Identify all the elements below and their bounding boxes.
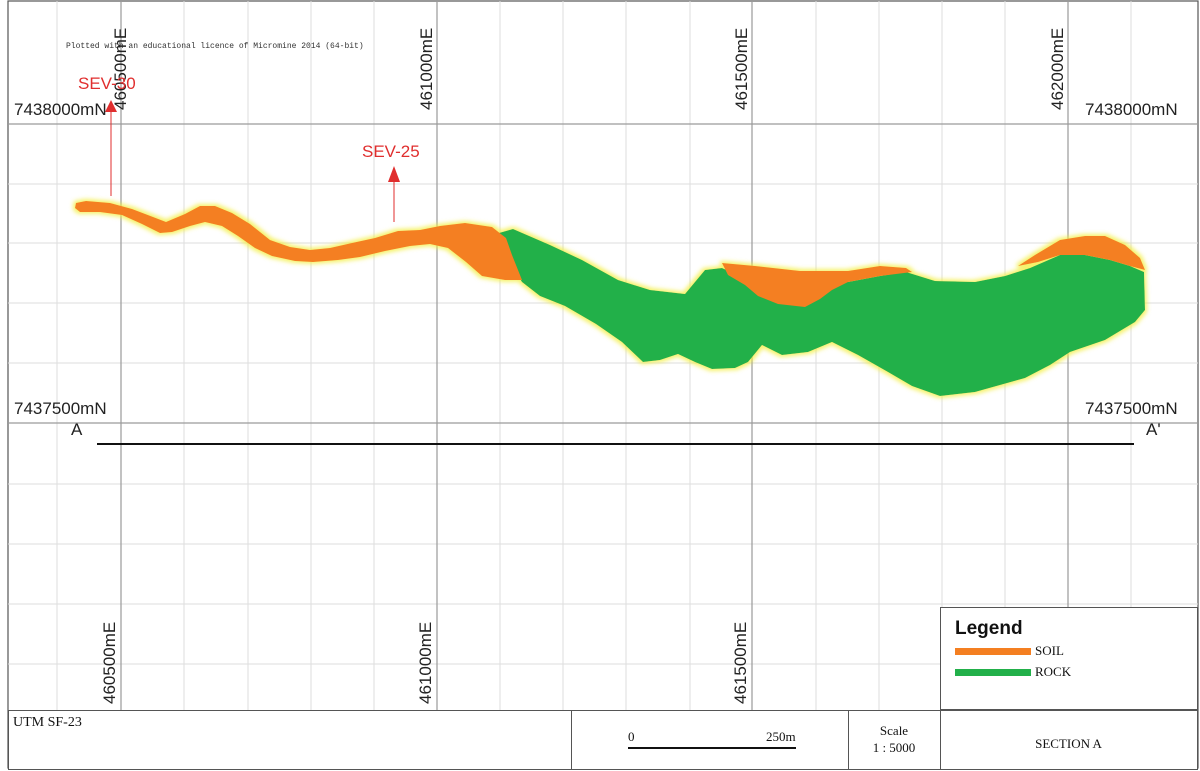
section-end-label: A' [1146,420,1161,439]
easting-label-bottom-461500: 461500mE [731,621,750,704]
scalebar-cell: 0 250m [571,711,849,769]
sev-30-marker [105,100,117,196]
easting-label-top-460500: 460500mE [111,27,130,110]
licence-notice: Plotted with an educational licence of M… [66,42,364,51]
easting-label-top-462000: 462000mE [1048,27,1067,110]
easting-label-bottom-461000: 461000mE [416,621,435,704]
scalebar-line [628,747,796,749]
scale-cell: Scale 1 : 5000 [848,711,941,769]
section-start-label: A [71,420,83,439]
section-name: SECTION A [1035,736,1102,751]
soil-layer-west [75,201,522,280]
projection-label: UTM SF-23 [13,715,82,730]
soil-pod-central [722,263,912,307]
sev-25-label: SEV-25 [362,142,420,161]
legend-label-rock: ROCK [1035,664,1072,679]
easting-label-bottom-460500: 460500mE [100,621,119,704]
scale-value: 1 : 5000 [872,740,916,755]
northing-label-top-left: 7438000mN [14,100,107,119]
easting-label-top-461500: 461500mE [732,27,751,110]
title-block: UTM SF-23 0 250m Scale 1 : 5000 SECTION … [8,710,1198,770]
legend-label-soil: SOIL [1035,643,1064,658]
geological-section [75,201,1145,396]
sev-30-label: SEV-30 [78,74,136,93]
section-name-cell: SECTION A [940,711,1197,769]
scale-title: Scale [879,723,909,738]
northing-label-bottom-left: 7437500mN [14,399,107,418]
projection-cell: UTM SF-23 [9,711,572,769]
legend-swatch-rock [955,669,1031,676]
legend-swatch-soil [955,648,1031,655]
easting-label-top-461000: 461000mE [417,27,436,110]
sev-25-marker [388,166,400,222]
rock-body [492,229,1145,396]
legend-box: Legend SOIL ROCK [940,607,1198,710]
soil-pod-east [1018,236,1145,270]
major-grid [8,1,1198,710]
northing-label-bottom-right: 7437500mN [1085,399,1178,418]
northing-label-top-right: 7438000mN [1085,100,1178,119]
scalebar-end-label: 250m [766,729,796,744]
legend-title: Legend [955,618,1023,639]
scalebar-start-label: 0 [628,729,635,744]
